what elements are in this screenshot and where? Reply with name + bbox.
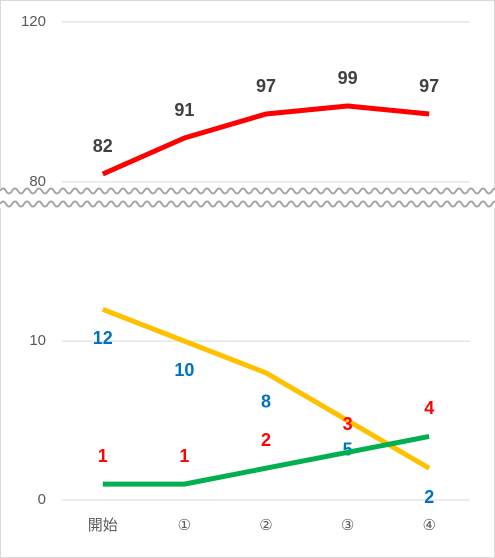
x-tick-label: ① xyxy=(178,517,191,534)
data-label: 82 xyxy=(93,136,113,156)
y-tick-label: 0 xyxy=(38,491,46,508)
y-tick-label: 80 xyxy=(29,173,46,190)
x-tick-label: ④ xyxy=(422,517,435,534)
x-tick-label: ② xyxy=(259,517,272,534)
line xyxy=(101,307,431,471)
x-tick-label: 開始 xyxy=(88,517,118,534)
data-label: 1 xyxy=(98,446,108,466)
data-label: 97 xyxy=(256,76,276,96)
y-tick-label: 10 xyxy=(29,332,46,349)
data-label: 97 xyxy=(419,76,439,96)
data-label: 2 xyxy=(261,430,271,450)
data-label: 5 xyxy=(343,439,353,459)
data-label: 4 xyxy=(424,398,434,418)
axis-break xyxy=(0,187,495,208)
y-tick-label: 120 xyxy=(21,13,46,30)
data-label: 12 xyxy=(93,328,113,348)
data-label: 3 xyxy=(343,414,353,434)
break-wave xyxy=(0,200,495,208)
data-label: 10 xyxy=(174,360,194,380)
line xyxy=(101,103,430,177)
data-label: 91 xyxy=(174,100,194,120)
data-label: 8 xyxy=(261,392,271,412)
break-wave xyxy=(0,187,495,195)
data-label: 99 xyxy=(338,68,358,88)
data-label: 1 xyxy=(179,446,189,466)
x-tick-label: ③ xyxy=(341,517,354,534)
data-label: 2 xyxy=(424,487,434,507)
line xyxy=(102,433,430,487)
